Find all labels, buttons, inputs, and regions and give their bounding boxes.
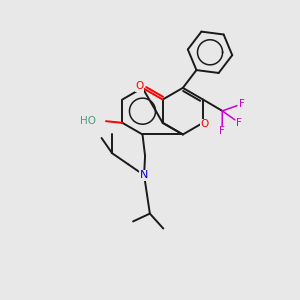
Text: O: O — [200, 119, 208, 129]
Text: F: F — [239, 99, 245, 109]
Text: HO: HO — [80, 116, 96, 126]
Text: F: F — [219, 127, 225, 136]
Text: O: O — [135, 81, 143, 91]
Text: F: F — [236, 118, 242, 128]
Text: N: N — [140, 170, 148, 180]
